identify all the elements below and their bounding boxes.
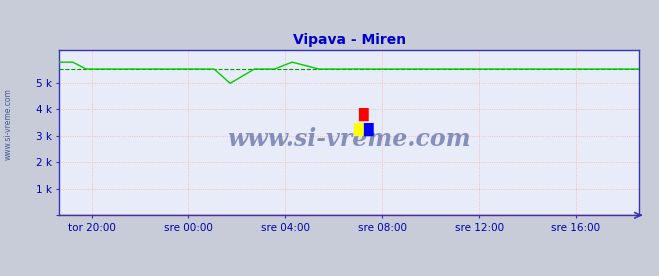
Text: www.si-vreme.com: www.si-vreme.com bbox=[3, 88, 13, 160]
Text: █: █ bbox=[358, 108, 368, 121]
Text: www.si-vreme.com: www.si-vreme.com bbox=[227, 127, 471, 151]
Text: █: █ bbox=[364, 123, 373, 136]
Text: █: █ bbox=[353, 123, 363, 136]
Title: Vipava - Miren: Vipava - Miren bbox=[293, 33, 406, 47]
